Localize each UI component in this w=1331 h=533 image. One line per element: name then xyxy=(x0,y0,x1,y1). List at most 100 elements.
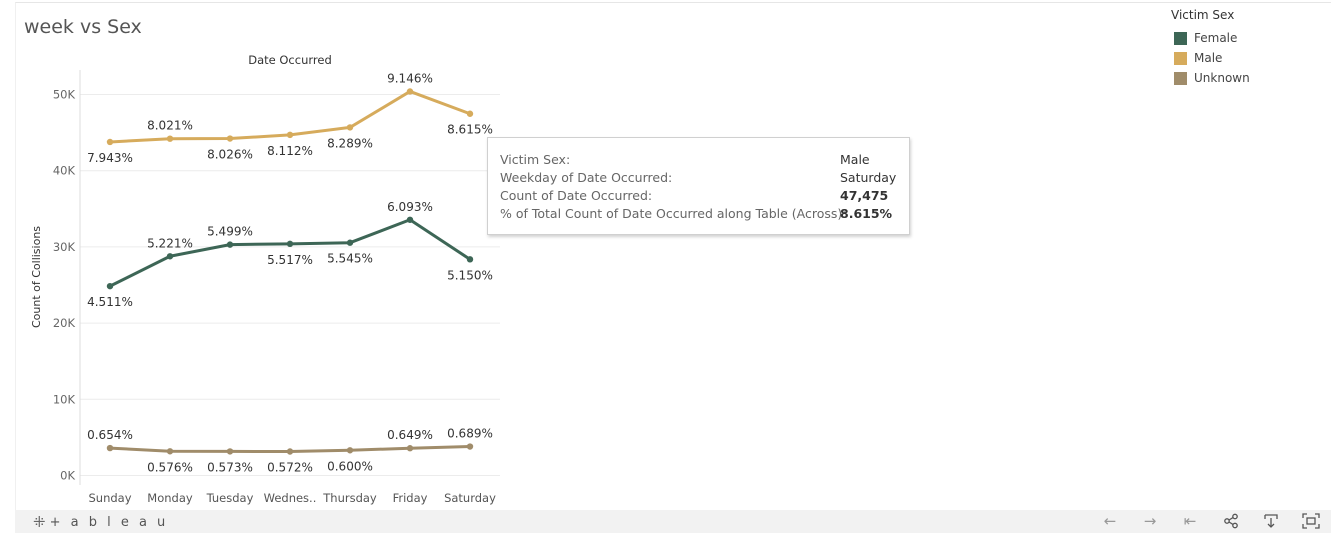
legend-label: Male xyxy=(1194,51,1223,65)
tooltip-value: 47,475 xyxy=(840,188,889,203)
data-label: 8.112% xyxy=(267,144,313,158)
x-tick-label: Tuesday xyxy=(206,491,254,505)
data-point xyxy=(466,443,474,450)
y-axis-title: Count of Collisions xyxy=(30,226,43,328)
share-icon xyxy=(1224,513,1238,529)
tooltip-value: Male xyxy=(840,152,870,167)
tooltip-label: Count of Date Occurred: xyxy=(500,188,653,203)
data-label: 7.943% xyxy=(87,151,133,165)
y-tick-label: 40K xyxy=(53,164,76,178)
legend-title: Victim Sex xyxy=(1171,8,1235,22)
y-tick-label: 30K xyxy=(53,240,76,254)
tooltip-label: Victim Sex: xyxy=(500,152,571,167)
redo-button[interactable]: → xyxy=(1139,512,1161,530)
data-label: 6.093% xyxy=(387,200,433,214)
data-point xyxy=(466,110,474,117)
tooltip-label: % of Total Count of Date Occurred along … xyxy=(500,206,847,221)
toolbar-footer: ⁜ + a b l e a u ← → ⇤ xyxy=(15,510,1331,533)
fullscreen-button[interactable] xyxy=(1300,512,1322,530)
data-point xyxy=(166,135,174,142)
legend-item-female[interactable]: Female xyxy=(1171,28,1250,48)
legend-item-male[interactable]: Male xyxy=(1171,48,1250,68)
x-tick-label: Thursday xyxy=(322,491,377,505)
data-point xyxy=(106,138,114,146)
download-icon xyxy=(1264,514,1278,528)
data-label: 0.649% xyxy=(387,428,433,442)
data-label: 8.289% xyxy=(327,136,373,150)
dashboard-frame xyxy=(15,2,1331,510)
data-point xyxy=(286,448,294,455)
fullscreen-icon xyxy=(1302,513,1320,529)
tooltip-row: Weekday of Date Occurred: xyxy=(500,170,672,188)
data-point xyxy=(166,448,174,455)
y-tick-label: 20K xyxy=(53,316,76,330)
y-tick-label: 0K xyxy=(60,469,75,483)
tableau-logo[interactable]: ⁜ + a b l e a u xyxy=(33,513,168,531)
data-point xyxy=(346,124,354,131)
data-label: 0.600% xyxy=(327,459,373,473)
data-label: 0.576% xyxy=(147,460,193,474)
data-label: 5.517% xyxy=(267,253,313,267)
chart-title: week vs Sex xyxy=(24,16,142,38)
y-tick-label: 50K xyxy=(53,88,76,102)
legend-label: Female xyxy=(1194,31,1238,45)
data-point xyxy=(226,241,234,248)
data-point xyxy=(226,135,234,142)
x-tick-label: Saturday xyxy=(444,491,496,505)
chart-header: Date Occurred xyxy=(248,53,332,67)
data-point xyxy=(406,88,414,95)
data-label: 8.615% xyxy=(447,123,493,137)
legend-swatch xyxy=(1174,71,1187,85)
tooltip-label: Weekday of Date Occurred: xyxy=(500,170,673,185)
data-label: 8.026% xyxy=(207,148,253,162)
tooltip-value: Saturday xyxy=(840,170,897,185)
data-label: 0.689% xyxy=(447,427,493,441)
brand-text: + a b l e a u xyxy=(49,514,169,530)
undo-button[interactable]: ← xyxy=(1099,512,1121,530)
x-tick-label: Monday xyxy=(147,491,193,505)
data-point xyxy=(166,253,174,260)
data-label: 0.654% xyxy=(87,428,133,442)
tableau-logo-icon: ⁜ xyxy=(33,513,46,531)
y-tick-label: 10K xyxy=(53,392,76,406)
legend-label: Unknown xyxy=(1194,71,1250,85)
data-label: 5.150% xyxy=(447,268,493,282)
download-button[interactable] xyxy=(1260,512,1282,530)
revert-button[interactable]: ⇤ xyxy=(1179,512,1201,530)
tooltip-value: 8.615% xyxy=(840,206,893,221)
data-point xyxy=(346,447,354,454)
data-label: 5.221% xyxy=(147,236,193,250)
x-tick-label: Sunday xyxy=(88,491,131,505)
legend-item-unknown[interactable]: Unknown xyxy=(1171,68,1250,88)
data-label: 9.146% xyxy=(387,71,433,85)
data-point xyxy=(286,240,294,248)
data-label: 5.499% xyxy=(207,225,253,239)
tooltip: Victim Sex: Male Weekday of Date Occurre… xyxy=(487,137,910,235)
legend-swatch xyxy=(1174,31,1187,45)
tooltip-row: Count of Date Occurred: xyxy=(500,188,652,206)
tooltip-row: % of Total Count of Date Occurred along … xyxy=(500,206,847,224)
data-label: 8.021% xyxy=(147,119,193,133)
data-point xyxy=(106,444,114,452)
x-tick-label: Wednes.. xyxy=(264,491,317,505)
arrow-right-icon: → xyxy=(1143,512,1157,530)
tooltip-row: Victim Sex: xyxy=(500,152,570,170)
legend-swatch xyxy=(1174,51,1187,65)
line-chart: Date Occurred 0K 10K 20K 30K 40K 50K Count of C… xyxy=(30,53,500,505)
data-label: 0.573% xyxy=(207,460,253,474)
skip-to-start-icon: ⇤ xyxy=(1183,512,1197,530)
data-point xyxy=(106,282,114,290)
share-button[interactable] xyxy=(1220,512,1242,530)
data-point xyxy=(406,445,414,452)
legend: Victim Sex Female Male Unknown xyxy=(1171,8,1250,88)
data-point xyxy=(286,131,294,139)
x-tick-label: Friday xyxy=(393,491,428,505)
data-point xyxy=(406,216,414,223)
data-point xyxy=(466,256,474,263)
data-point xyxy=(346,239,354,246)
data-label: 5.545% xyxy=(327,252,373,266)
data-label: 0.572% xyxy=(267,460,313,474)
data-label: 4.511% xyxy=(87,295,133,309)
arrow-left-icon: ← xyxy=(1103,512,1117,530)
data-point xyxy=(226,448,234,455)
